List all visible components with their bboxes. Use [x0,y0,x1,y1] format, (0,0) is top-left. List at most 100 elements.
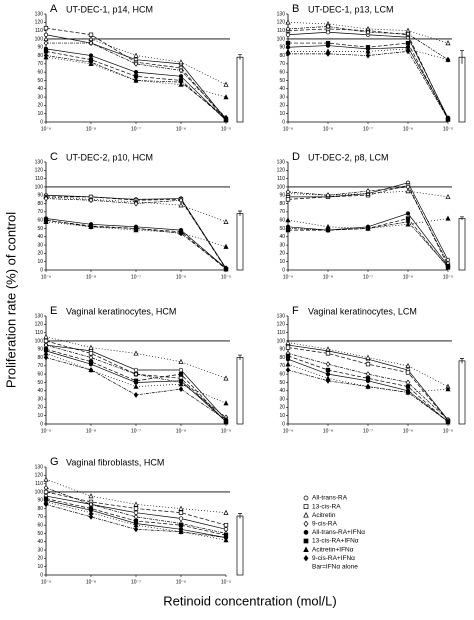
marker [223,375,229,381]
y-tick-label: 130 [277,159,286,165]
panel-title: Vaginal keratinocytes, HCM [66,306,176,316]
y-tick-label: 90 [279,193,285,199]
marker [445,386,451,392]
marker [445,115,451,122]
y-tick-label: 0 [40,572,43,578]
y-tick-label: 90 [37,45,43,51]
y-tick-label: 130 [35,313,44,319]
marker [178,230,184,237]
panel-label: A [50,3,58,15]
y-tick-label: 10 [279,413,285,419]
marker [405,379,411,386]
marker [88,223,94,230]
y-tick-label: 120 [277,322,286,328]
marker [303,504,309,509]
marker [285,40,291,46]
series-line [287,28,449,120]
y-tick-label: 0 [40,421,43,427]
error-bar [460,50,464,64]
y-tick-label: 100 [277,338,286,344]
marker [88,53,94,58]
legend-label: All-trans-RA+IFNα [312,529,365,536]
y-tick-label: 60 [37,371,43,377]
y-tick-label: 70 [279,61,285,67]
x-tick-label: 10⁻⁶ [403,126,413,132]
panel-title: Vaginal keratinocytes, LCM [308,306,417,316]
y-tick-label: 130 [35,464,44,470]
marker [178,59,184,65]
marker [285,19,291,25]
y-tick-label: 20 [37,405,43,411]
panel-title: UT-DEC-1, p13, LCM [308,4,394,14]
error-bar [238,354,242,361]
ifn-bar [236,213,244,271]
marker [133,506,139,511]
marker [223,534,229,541]
marker [365,371,371,378]
y-tick-label: 60 [279,371,285,377]
marker [178,67,184,74]
marker [178,381,184,387]
x-tick-label: 10⁻⁷ [363,428,373,434]
y-tick-label: 30 [37,547,43,553]
marker [133,513,139,520]
x-tick-label: 10⁻⁵ [221,428,231,434]
y-tick-label: 30 [37,94,43,100]
panel-title: Vaginal fibroblasts, HCM [66,457,164,467]
y-tick-label: 60 [37,69,43,75]
y-tick-label: 130 [277,313,286,319]
marker [303,530,309,535]
x-tick-label: 10⁻⁵ [221,274,231,280]
marker [405,389,411,396]
y-tick-label: 20 [37,251,43,257]
series-line [45,348,227,423]
error-bar [238,54,242,60]
marker [178,386,184,393]
marker [88,367,94,373]
marker [178,202,184,208]
marker [325,361,331,368]
x-tick-label: 10⁻⁹ [41,126,51,132]
marker [88,197,94,204]
y-tick-label: 30 [279,242,285,248]
x-axis-label: Retinoid concentration (mol/L) [163,593,336,608]
y-tick-label: 120 [277,168,286,174]
y-tick-label: 130 [35,11,44,17]
panel-title: UT-DEC-2, p8, LCM [308,152,389,162]
y-tick-label: 130 [35,159,44,165]
marker [285,32,291,37]
marker [43,501,49,508]
series-line [45,336,227,379]
series-line [287,369,449,422]
marker [133,526,139,533]
marker [365,225,371,232]
y-axis-label: Proliferation rate (%) of control [3,212,18,388]
legend-label: 13-cis-RA+IFNα [312,538,359,545]
x-tick-label: 10⁻⁷ [131,274,141,280]
y-tick-label: 90 [37,347,43,353]
y-tick-label: 20 [279,405,285,411]
y-tick-label: 30 [37,242,43,248]
ifn-bar [236,515,244,576]
marker [88,513,94,520]
y-tick-label: 60 [37,522,43,528]
x-tick-label: 10⁻⁵ [443,428,453,434]
marker [285,361,291,367]
y-tick-label: 120 [277,20,286,26]
x-tick-label: 10⁻⁵ [443,126,453,132]
marker [325,377,331,384]
x-tick-label: 10⁻⁸ [323,126,333,132]
marker [223,81,229,87]
y-tick-label: 80 [37,355,43,361]
marker [285,225,291,232]
marker [365,354,371,360]
y-tick-label: 50 [37,78,43,84]
marker [223,416,229,423]
marker [405,31,411,37]
marker [303,512,309,518]
error-bar [460,216,464,221]
y-tick-label: 70 [279,209,285,215]
error-bar [460,358,464,364]
x-tick-label: 10⁻⁶ [176,274,186,280]
marker [88,40,94,46]
